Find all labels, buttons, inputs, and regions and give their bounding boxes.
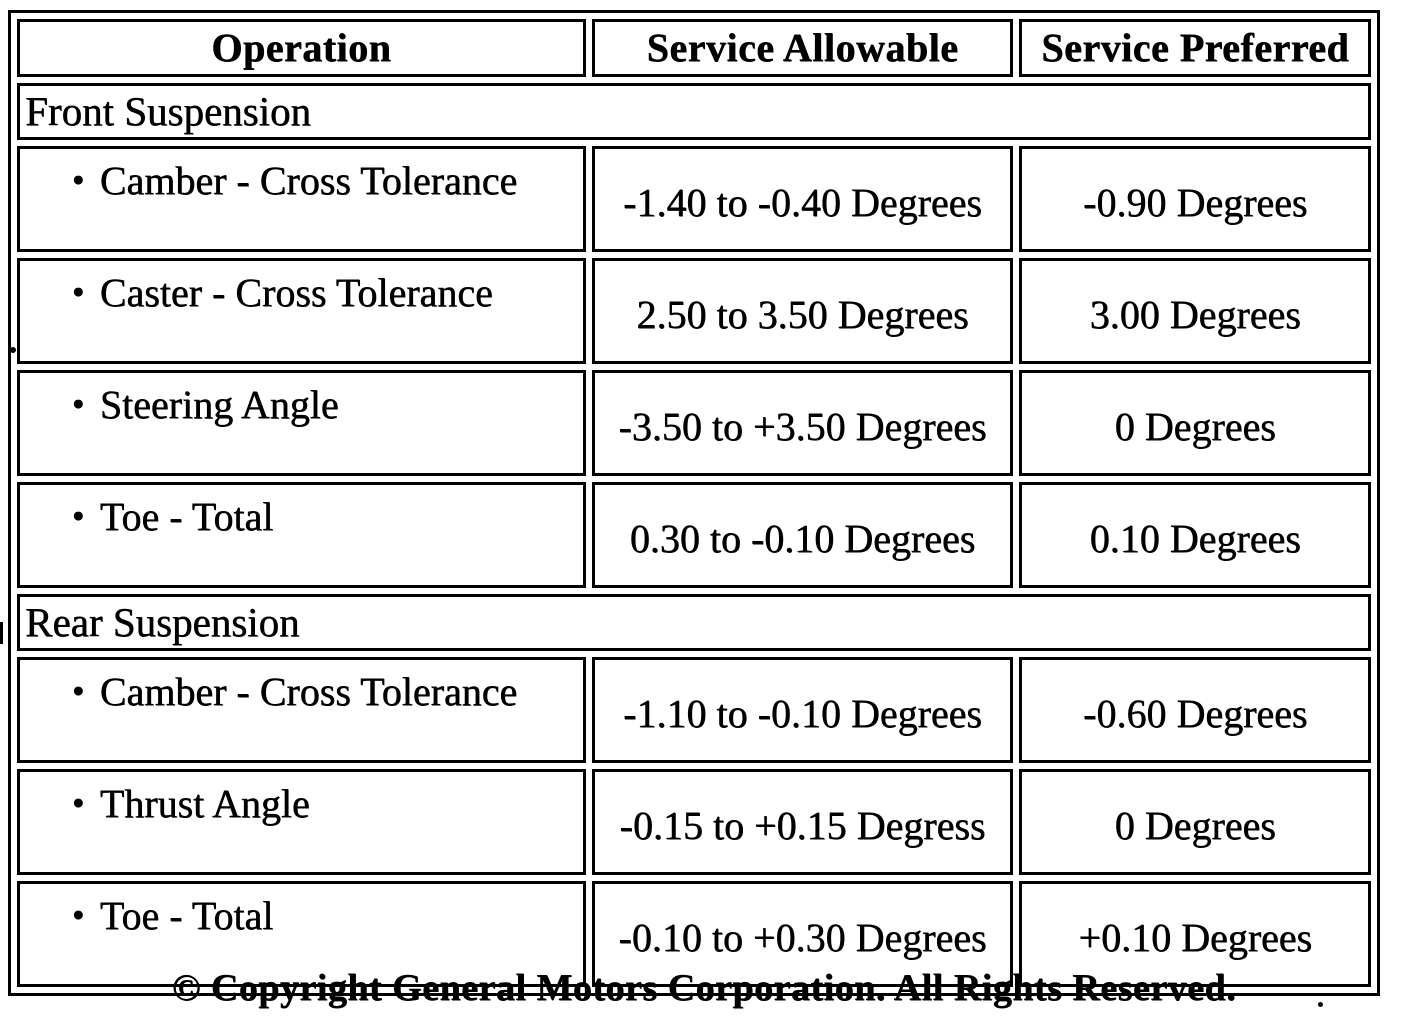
operation-label: Camber - Cross Tolerance xyxy=(99,158,518,203)
service-allowable-value: -1.40 to -0.40 Degrees xyxy=(591,146,1014,252)
table-row: ● Toe - Total -0.10 to +0.30 Degrees +0.1… xyxy=(17,881,1371,987)
section-row-rear-suspension: Rear Suspension xyxy=(17,594,1371,651)
operation-label: Toe - Total xyxy=(99,494,274,539)
operation-label: Caster - Cross Tolerance xyxy=(99,270,493,315)
service-allowable-value: 2.50 to 3.50 Degrees xyxy=(591,258,1014,364)
table-row: ● Toe - Total 0.30 to -0.10 Degrees 0.10 … xyxy=(17,482,1371,588)
section-title-rear-suspension: Rear Suspension xyxy=(17,594,1371,651)
service-preferred-value: 0 Degrees xyxy=(1019,370,1371,476)
service-allowable-value: -0.10 to +0.30 Degrees xyxy=(591,881,1014,987)
operation-cell: ● Thrust Angle xyxy=(17,769,586,875)
col-header-service-allowable: Service Allowable xyxy=(591,19,1014,77)
scan-artifact xyxy=(10,347,16,353)
operation-cell: ● Caster - Cross Tolerance xyxy=(17,258,586,364)
bullet-icon: ● xyxy=(72,167,85,191)
bullet-icon: ● xyxy=(72,678,85,702)
alignment-spec-table-frame: Operation Service Allowable Service Pref… xyxy=(8,10,1380,996)
table-row: ● Thrust Angle -0.15 to +0.15 Degress 0 D… xyxy=(17,769,1371,875)
col-header-operation: Operation xyxy=(17,19,586,77)
operation-cell: ● Steering Angle xyxy=(17,370,586,476)
scan-artifact xyxy=(1318,1002,1323,1007)
table-row: ● Camber - Cross Tolerance -1.40 to -0.40… xyxy=(17,146,1371,252)
col-header-service-preferred: Service Preferred xyxy=(1019,19,1371,77)
service-preferred-value: -0.60 Degrees xyxy=(1019,657,1371,763)
wheel-alignment-spec-table: Operation Service Allowable Service Pref… xyxy=(11,13,1377,993)
section-title-front-suspension: Front Suspension xyxy=(17,83,1371,140)
service-preferred-value: 3.00 Degrees xyxy=(1019,258,1371,364)
service-allowable-value: -3.50 to +3.50 Degrees xyxy=(591,370,1014,476)
operation-label: Steering Angle xyxy=(99,382,339,427)
operation-cell: ● Camber - Cross Tolerance xyxy=(17,657,586,763)
service-allowable-value: -1.10 to -0.10 Degrees xyxy=(591,657,1014,763)
operation-cell: ● Camber - Cross Tolerance xyxy=(17,146,586,252)
service-preferred-value: -0.90 Degrees xyxy=(1019,146,1371,252)
bullet-icon: ● xyxy=(72,503,85,527)
bullet-icon: ● xyxy=(72,790,85,814)
service-allowable-value: -0.15 to +0.15 Degress xyxy=(591,769,1014,875)
copyright-notice: © Copyright General Motors Corporation. … xyxy=(171,967,1237,1009)
service-preferred-value: +0.10 Degrees xyxy=(1019,881,1371,987)
operation-label: Toe - Total xyxy=(99,893,274,938)
table-row: ● Camber - Cross Tolerance -1.10 to -0.10… xyxy=(17,657,1371,763)
bullet-icon: ● xyxy=(72,902,85,926)
operation-label: Camber - Cross Tolerance xyxy=(99,669,518,714)
bullet-icon: ● xyxy=(72,279,85,303)
table-row: ● Caster - Cross Tolerance 2.50 to 3.50 D… xyxy=(17,258,1371,364)
operation-label: Thrust Angle xyxy=(99,781,310,826)
service-allowable-value: 0.30 to -0.10 Degrees xyxy=(591,482,1014,588)
bullet-icon: ● xyxy=(72,391,85,415)
service-preferred-value: 0 Degrees xyxy=(1019,769,1371,875)
operation-cell: ● Toe - Total xyxy=(17,881,586,987)
service-preferred-value: 0.10 Degrees xyxy=(1019,482,1371,588)
section-row-front-suspension: Front Suspension xyxy=(17,83,1371,140)
table-row: ● Steering Angle -3.50 to +3.50 Degrees 0… xyxy=(17,370,1371,476)
operation-cell: ● Toe - Total xyxy=(17,482,586,588)
scan-artifact xyxy=(0,622,3,644)
header-row: Operation Service Allowable Service Pref… xyxy=(17,19,1371,77)
